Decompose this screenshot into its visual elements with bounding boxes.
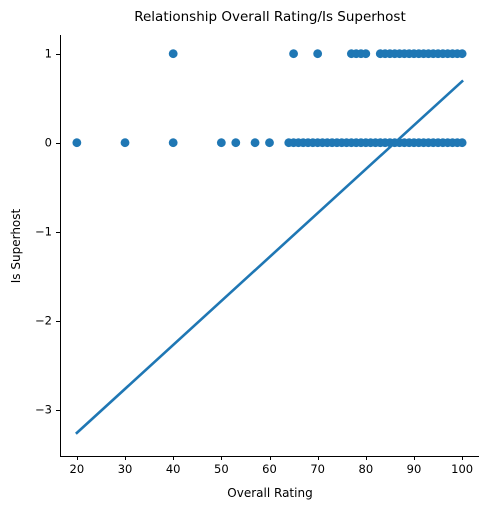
chart-title: Relationship Overall Rating/Is Superhost xyxy=(134,9,406,25)
x-tick-label: 90 xyxy=(407,462,422,476)
scatter-point xyxy=(289,49,298,59)
scatter-point xyxy=(168,49,178,59)
scatter-point xyxy=(250,138,260,148)
scatter-point xyxy=(231,138,241,148)
regression-line xyxy=(75,79,464,435)
scatter-point xyxy=(457,138,467,148)
x-axis-label: Overall Rating xyxy=(227,486,312,500)
x-tick-label: 50 xyxy=(214,462,229,476)
y-axis-label: Is Superhost xyxy=(9,208,23,283)
scatter-point xyxy=(120,138,130,148)
y-tick-label: −2 xyxy=(35,314,52,328)
scatter-point xyxy=(168,138,178,148)
y-tick-label: −1 xyxy=(35,225,52,239)
scatter-point xyxy=(361,49,371,59)
x-tick-label: 80 xyxy=(359,462,374,476)
y-ticks: 1 0 −1 −2 −3 xyxy=(35,47,60,417)
scatter-point xyxy=(265,138,274,148)
y-tick-label: 1 xyxy=(45,47,52,61)
y-tick-label: −3 xyxy=(35,403,52,417)
scatter-point xyxy=(313,49,323,59)
x-tick-label: 100 xyxy=(451,462,473,476)
x-tick-label: 20 xyxy=(70,462,85,476)
scatter-point xyxy=(457,49,467,59)
x-tick-label: 30 xyxy=(118,462,133,476)
x-tick-label: 40 xyxy=(166,462,181,476)
y-tick-label: 0 xyxy=(45,136,52,150)
x-tick-label: 70 xyxy=(310,462,325,476)
scatter-point xyxy=(72,138,82,148)
scatter-points xyxy=(72,49,467,148)
x-tick-label: 60 xyxy=(262,462,277,476)
scatter-point xyxy=(216,138,226,148)
x-ticks: 20 30 40 50 60 70 80 90 100 xyxy=(70,456,473,476)
regression-line-layer xyxy=(75,79,464,435)
